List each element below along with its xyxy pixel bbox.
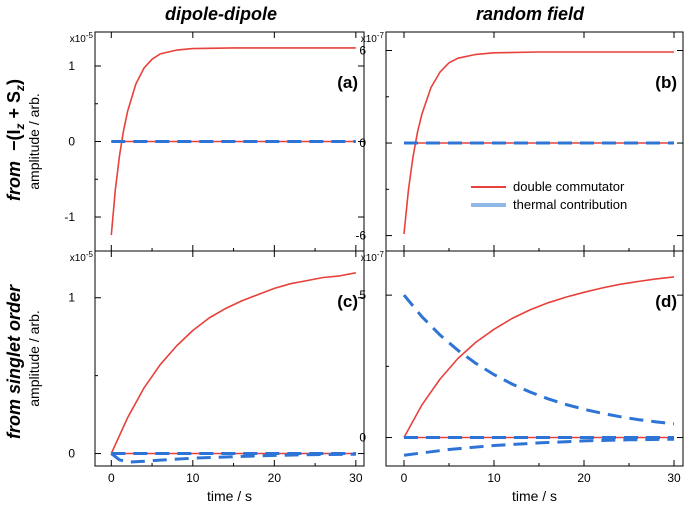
plot-frame bbox=[94, 250, 365, 467]
x-tick-label: 30 bbox=[667, 471, 681, 485]
series-double-commutator-0 bbox=[110, 47, 356, 236]
row-title-bottom: from singlet order bbox=[4, 284, 24, 439]
panel-label: (c) bbox=[337, 292, 358, 311]
x-tick-label: 30 bbox=[349, 471, 363, 485]
x-tick-label: 0 bbox=[108, 471, 115, 485]
col-title-random: random field bbox=[476, 4, 585, 24]
plot-frame bbox=[385, 250, 684, 467]
y-axis-label: amplitude / arb. bbox=[26, 93, 42, 190]
series-thermal-3 bbox=[402, 294, 675, 426]
row-title-top-sub2: z bbox=[13, 85, 27, 92]
legend-red-label: double commutator bbox=[513, 179, 625, 194]
y-tick-label: 0 bbox=[359, 136, 366, 150]
y-tick-label: 0 bbox=[68, 447, 75, 461]
row-title-top-prefix: from bbox=[4, 161, 24, 201]
series-double-commutator-0 bbox=[110, 272, 356, 454]
y-tick-label: 0 bbox=[68, 135, 75, 149]
row-title-top-close: ) bbox=[4, 79, 24, 85]
y-multiplier: x10-5 bbox=[70, 250, 94, 264]
panel-d: 5 0 0 10 20 30 x10-7 (d) time / s bbox=[359, 250, 684, 504]
panel-label: (b) bbox=[655, 73, 677, 92]
x-tick-label: 10 bbox=[186, 471, 200, 485]
y-tick-label: 0 bbox=[359, 431, 366, 445]
series-thermal-4 bbox=[403, 437, 675, 457]
col-title-dipole: dipole-dipole bbox=[165, 4, 277, 24]
row-title-top: from −(Iz + Sz) bbox=[4, 79, 27, 201]
row-title-top-expr: −(I bbox=[4, 130, 24, 152]
y-multiplier: x10-5 bbox=[70, 31, 94, 45]
y-multiplier: x10-7 bbox=[361, 31, 385, 45]
panel-b: 6 0 -6 x10-7 (b) bbox=[355, 31, 684, 252]
row-title-top-sub1: z bbox=[13, 124, 27, 131]
legend: double commutator thermal contribution bbox=[471, 179, 627, 212]
y-axis-label: amplitude / arb. bbox=[26, 310, 42, 407]
series-thermal-3 bbox=[110, 452, 356, 464]
x-tick-label: 10 bbox=[487, 471, 501, 485]
y-tick-label: 1 bbox=[68, 59, 75, 73]
x-tick-label: 20 bbox=[268, 471, 282, 485]
legend-blue-label: thermal contribution bbox=[513, 197, 627, 212]
panel-label: (d) bbox=[655, 292, 677, 311]
y-tick-label: 5 bbox=[359, 288, 366, 302]
series-double-commutator-0 bbox=[403, 51, 674, 235]
x-axis-label: time / s bbox=[512, 488, 557, 504]
panel-a: 1 0 -1 x10-5 (a) amplitude / arb. bbox=[26, 31, 365, 252]
row-title-top-plus: + S bbox=[4, 91, 24, 124]
y-tick-label: 6 bbox=[359, 44, 366, 58]
x-axis-label: time / s bbox=[207, 488, 252, 504]
y-multiplier: x10-7 bbox=[361, 250, 385, 264]
series-double-commutator-0 bbox=[403, 276, 675, 438]
y-tick-label: -1 bbox=[64, 210, 75, 224]
x-tick-label: 20 bbox=[577, 471, 591, 485]
y-tick-label: -6 bbox=[355, 229, 366, 243]
y-tick-label: 1 bbox=[68, 291, 75, 305]
panel-label: (a) bbox=[337, 73, 358, 92]
x-tick-label: 0 bbox=[401, 471, 408, 485]
